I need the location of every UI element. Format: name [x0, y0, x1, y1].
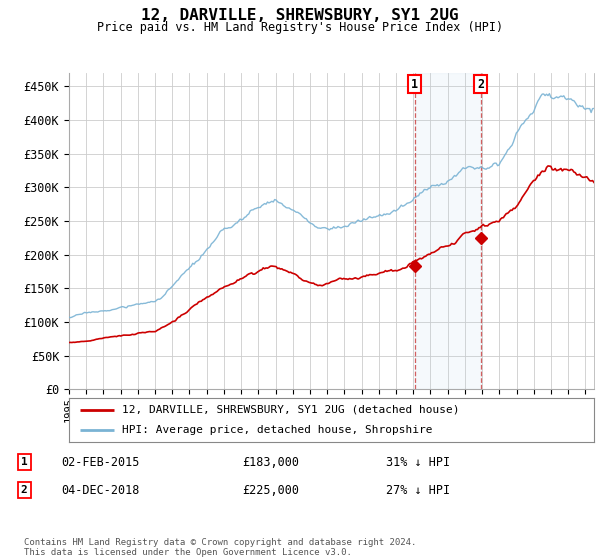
Text: 2: 2: [477, 77, 484, 91]
Text: Contains HM Land Registry data © Crown copyright and database right 2024.
This d: Contains HM Land Registry data © Crown c…: [24, 538, 416, 557]
Text: 02-FEB-2015: 02-FEB-2015: [61, 455, 139, 469]
Text: HPI: Average price, detached house, Shropshire: HPI: Average price, detached house, Shro…: [121, 425, 432, 435]
Text: 27% ↓ HPI: 27% ↓ HPI: [386, 483, 451, 497]
Text: £183,000: £183,000: [242, 455, 299, 469]
Text: 1: 1: [411, 77, 418, 91]
Text: 31% ↓ HPI: 31% ↓ HPI: [386, 455, 451, 469]
Text: 2: 2: [20, 485, 28, 495]
Bar: [415, 73, 481, 389]
Text: 12, DARVILLE, SHREWSBURY, SY1 2UG: 12, DARVILLE, SHREWSBURY, SY1 2UG: [141, 8, 459, 24]
Text: Price paid vs. HM Land Registry's House Price Index (HPI): Price paid vs. HM Land Registry's House …: [97, 21, 503, 34]
Text: £225,000: £225,000: [242, 483, 299, 497]
Text: 1: 1: [20, 457, 28, 467]
Text: 04-DEC-2018: 04-DEC-2018: [61, 483, 139, 497]
Text: 12, DARVILLE, SHREWSBURY, SY1 2UG (detached house): 12, DARVILLE, SHREWSBURY, SY1 2UG (detac…: [121, 405, 459, 415]
